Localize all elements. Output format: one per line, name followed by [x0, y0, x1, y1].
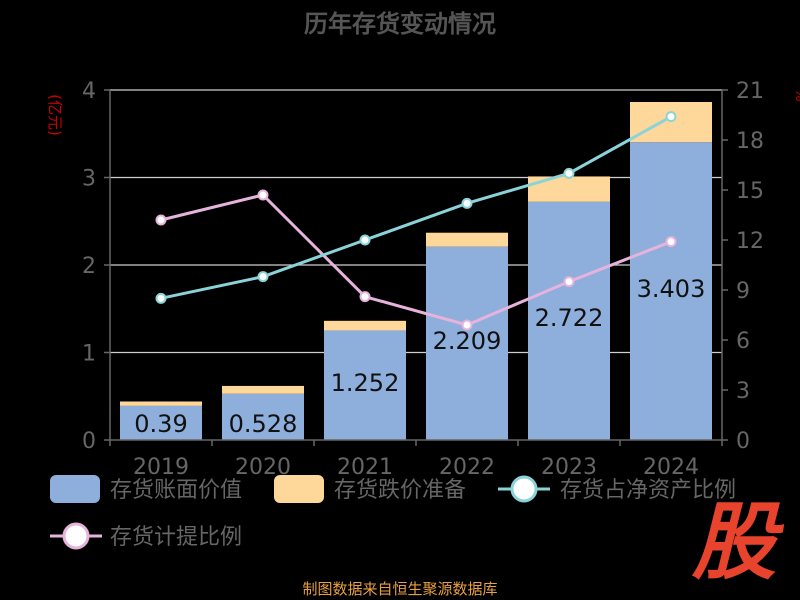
legend-label-book-value: 存货账面价值 — [110, 478, 242, 503]
left-axis-unit: (亿元) — [46, 94, 64, 136]
net-assets-ratio-line — [160, 115, 672, 300]
provision-ratio-line — [160, 193, 672, 327]
net-assets-ratio-point — [461, 197, 473, 209]
net-assets-ratio-point — [155, 292, 167, 304]
bar-data-label: 0.528 — [229, 410, 298, 438]
left-tick-label: 0 — [82, 429, 96, 454]
bar-book-value — [222, 393, 304, 440]
legend-swatch-provision-marker — [62, 522, 90, 550]
bar-data-label: 2.722 — [535, 304, 604, 332]
provision-ratio-point — [359, 291, 371, 303]
left-tick-label: 3 — [82, 167, 96, 192]
x-tick-label: 2022 — [439, 455, 495, 480]
legend-label-provision: 存货计提比例 — [110, 525, 242, 550]
legend-swatch-book-value — [50, 475, 100, 503]
bar-impairment-reserve — [222, 385, 304, 394]
x-tick-label: 2019 — [133, 455, 189, 480]
footer-source: 制图数据来自恒生聚源数据库 — [302, 580, 498, 598]
provision-ratio-point — [461, 319, 473, 331]
bar-book-value — [630, 142, 712, 441]
bar-data-label: 2.209 — [433, 327, 502, 355]
provision-ratio-point — [257, 189, 269, 201]
legend-label-reserve: 存货跌价准备 — [334, 478, 466, 503]
bar-book-value — [528, 201, 610, 440]
bar-impairment-reserve — [426, 232, 508, 247]
chart-title: 历年存货变动情况 — [304, 10, 496, 38]
left-tick-label: 4 — [82, 79, 96, 104]
bar-book-value — [426, 246, 508, 440]
provision-ratio-point — [563, 276, 575, 288]
right-tick-label: 9 — [736, 279, 750, 304]
bar-data-label: 1.252 — [331, 369, 400, 397]
right-tick-label: 18 — [736, 129, 764, 154]
left-tick-label: 2 — [82, 254, 96, 279]
bar-book-value — [120, 405, 202, 440]
right-axis-unit: % — [792, 88, 800, 101]
bar-data-label: 0.39 — [134, 410, 187, 438]
right-tick-label: 12 — [736, 229, 764, 254]
provision-ratio-point — [155, 214, 167, 226]
right-tick-label: 0 — [736, 429, 750, 454]
provision-ratio-point — [665, 236, 677, 248]
right-tick-label: 6 — [736, 329, 750, 354]
bar-book-value — [324, 330, 406, 440]
legend-swatch-net-assets-marker — [510, 475, 538, 503]
legend-swatch-reserve — [274, 475, 324, 503]
x-tick-label: 2024 — [643, 455, 699, 480]
right-tick-label: 15 — [736, 179, 764, 204]
bar-impairment-reserve — [324, 320, 406, 331]
watermark-logo: 股 — [692, 493, 776, 591]
x-tick-label: 2023 — [541, 455, 597, 480]
net-assets-ratio-point — [359, 234, 371, 246]
right-tick-label: 3 — [736, 379, 750, 404]
x-tick-label: 2021 — [337, 455, 393, 480]
net-assets-ratio-point — [665, 111, 677, 123]
net-assets-ratio-point — [257, 271, 269, 283]
legend-label-net-assets: 存货占净资产比例 — [560, 478, 736, 503]
bar-data-label: 3.403 — [637, 275, 706, 303]
right-tick-label: 21 — [736, 79, 764, 104]
left-tick-label: 1 — [82, 342, 96, 367]
net-assets-ratio-point — [563, 167, 575, 179]
bar-impairment-reserve — [120, 401, 202, 406]
